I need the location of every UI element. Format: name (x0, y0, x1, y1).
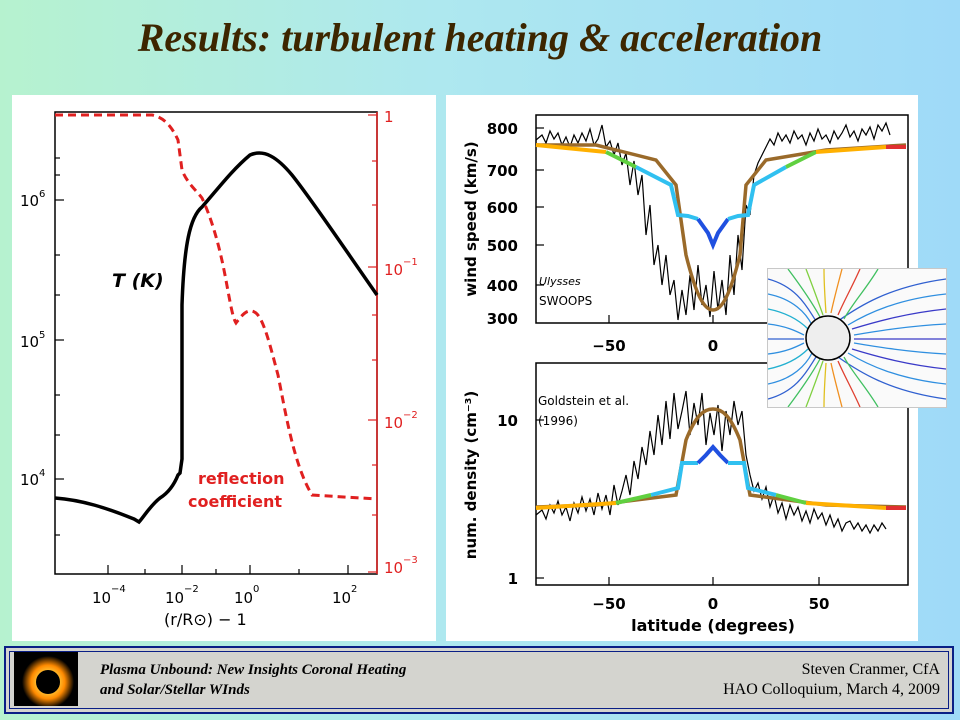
density-y-tick: 10 (497, 412, 518, 430)
x-tick-label: 10 (165, 589, 184, 607)
wind-y-tick: 700 (487, 162, 518, 180)
right-tick-label: 10 (384, 414, 403, 432)
eclipse-icon (14, 652, 78, 708)
x-tick-exp: −4 (111, 584, 126, 595)
wind-model-color-left (535, 143, 607, 154)
wind-density-plot-panel: 800 700 600 500 400 300 −50 0 wind speed… (446, 95, 918, 641)
eclipse-logo (14, 652, 78, 708)
wind-y-tick: 600 (487, 199, 518, 217)
x-tick-label: 10 (234, 589, 253, 607)
temperature-plot-panel: 10 6 10 5 10 4 1 10 −1 10 −2 (12, 95, 436, 641)
left-tick-exp: 4 (39, 468, 45, 479)
wind-model-color-cyan-r (727, 165, 787, 221)
density-x-axis-label: latitude (degrees) (631, 616, 795, 635)
reflection-label-line-1: reflection (198, 469, 284, 488)
wind-model-brown (536, 143, 907, 312)
wind-y-tick: 400 (487, 277, 518, 295)
x-axis-label: (r/R⊙) − 1 (164, 610, 247, 629)
goldstein-annotation: Goldstein et al. (538, 394, 629, 408)
right-tick-label: 10 (384, 261, 403, 279)
left-tick-exp: 6 (39, 189, 45, 200)
footer-talk-title: Plasma Unbound: New Insights Coronal Hea… (100, 660, 406, 700)
left-tick-label: 10 (20, 333, 39, 351)
x-tick-exp: 0 (253, 584, 259, 595)
density-x-tick: 0 (708, 595, 718, 613)
density-y-tick: 1 (508, 570, 518, 588)
wind-x-tick: −50 (592, 337, 625, 355)
footer-speaker: Steven Cranmer, CfA (801, 661, 940, 678)
right-tick-exp: −1 (403, 257, 418, 268)
wind-y-tick: 300 (487, 310, 518, 328)
field-lines-inset (767, 268, 947, 408)
wind-x-tick: 0 (708, 337, 718, 355)
footer-talk-title-line-2: and Solar/Stellar WInds (100, 682, 250, 698)
ulysses-annotation: Ulysses (539, 275, 581, 288)
wind-observations (535, 121, 891, 321)
right-tick-exp: −3 (403, 555, 418, 566)
footer-inner-border (9, 651, 949, 709)
footer-speaker-info: Steven Cranmer, CfA HAO Colloquium, Marc… (723, 660, 940, 700)
x-tick-label: 10 (92, 589, 111, 607)
wind-y-tick: 500 (487, 237, 518, 255)
wind-model-color-mid (605, 150, 637, 169)
wind-model-color-mid-r (785, 150, 817, 169)
reflection-label-line-2: coefficient (188, 492, 282, 511)
slide-title: Results: turbulent heating & acceleratio… (137, 15, 823, 60)
slide-footer: Plasma Unbound: New Insights Coronal Hea… (4, 646, 954, 714)
wind-model-color-cyan (635, 165, 699, 221)
right-tick-exp: −2 (403, 410, 418, 421)
right-tick-label: 10 (384, 559, 403, 577)
goldstein-year-annotation: (1996) (538, 414, 578, 428)
left-tick-label: 10 (20, 192, 39, 210)
wind-y-axis-label: wind speed (km/s) (462, 141, 480, 296)
wind-model-color-blue (696, 217, 730, 251)
wind-density-plot: 800 700 600 500 400 300 −50 0 wind speed… (462, 114, 909, 635)
density-observations (535, 390, 887, 535)
density-x-tick: 50 (809, 595, 830, 613)
left-tick-label: 10 (20, 471, 39, 489)
wind-model-color-right (815, 145, 887, 154)
swoops-annotation: SWOOPS (539, 294, 592, 308)
density-model-brown (535, 407, 907, 509)
left-tick-exp: 5 (39, 330, 45, 341)
field-lines-image (768, 269, 946, 407)
temperature-label: T (K) (112, 270, 164, 292)
right-tick-label: 1 (384, 108, 394, 126)
sun-disk (805, 315, 851, 361)
density-plot-frame (535, 362, 909, 586)
temperature-plot: 10 6 10 5 10 4 1 10 −1 10 −2 (20, 108, 418, 629)
footer-venue-date: HAO Colloquium, March 4, 2009 (723, 681, 940, 698)
footer-talk-title-line-1: Plasma Unbound: New Insights Coronal Hea… (100, 662, 407, 678)
temperature-curve (54, 151, 379, 525)
wind-speed-plot-frame (535, 114, 909, 324)
x-tick-label: 10 (332, 589, 351, 607)
reflection-curve (55, 113, 378, 501)
wind-y-tick: 800 (487, 120, 518, 138)
density-x-tick: −50 (592, 595, 625, 613)
x-tick-exp: 2 (351, 584, 357, 595)
x-tick-exp: −2 (184, 584, 199, 595)
density-y-axis-label: num. density (cm⁻³) (462, 391, 480, 559)
